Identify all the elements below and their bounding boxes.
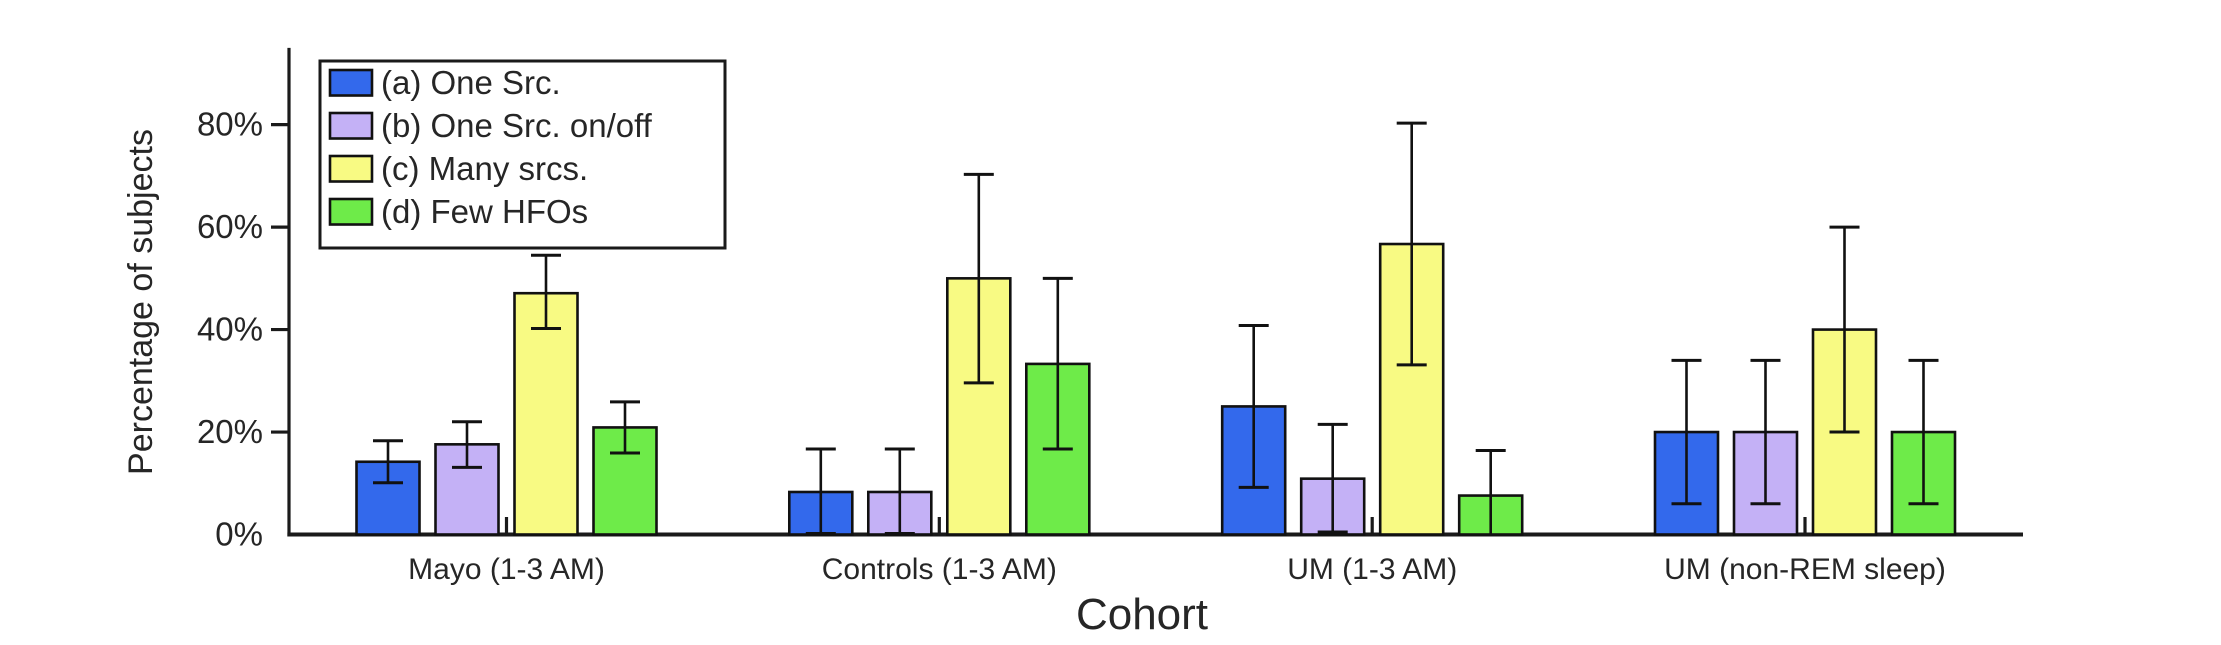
legend-label-a-one-src: (a) One Src. — [381, 64, 561, 101]
plot-layer: 0% 20% 40% 60% 80% Mayo (1-3 AM) Controls (1-3… — [197, 47, 2023, 586]
bar-c-many-srcs-mayo-1-3-am — [513, 291, 579, 536]
legend: (a) One Src. (b) One Src. on/off (c) Many … — [318, 59, 727, 250]
x-category-label-controls-1-3-am: Controls (1-3 AM) — [822, 553, 1057, 586]
y-tick-label-60: 60% — [197, 208, 263, 245]
y-tick-label-0: 0% — [215, 516, 263, 553]
legend-label-b-one-src-on-off: (b) One Src. on/off — [381, 107, 653, 144]
y-axis-title: Percentage of subjects — [122, 129, 160, 475]
legend-swatch-b-one-src-on-off — [328, 111, 374, 140]
legend-box — [318, 59, 727, 250]
y-tick-label-20: 20% — [197, 413, 263, 450]
x-category-label-mayo-1-3-am: Mayo (1-3 AM) — [408, 553, 605, 586]
legend-label-c-many-srcs: (c) Many srcs. — [381, 150, 588, 187]
legend-swatch-c-many-srcs — [328, 154, 374, 183]
legend-swatch-a-one-src — [328, 68, 374, 97]
x-category-label-um-1-3-am: UM (1-3 AM) — [1287, 553, 1457, 586]
legend-swatch-d-few-hfos — [328, 197, 374, 226]
y-tick-label-80: 80% — [197, 106, 263, 143]
x-axis-title: Cohort — [1076, 590, 1208, 639]
legend-label-d-few-hfos: (d) Few HFOs — [381, 193, 588, 230]
x-category-label-um-non-rem-sleep: UM (non-REM sleep) — [1664, 553, 1946, 586]
y-tick-label-40: 40% — [197, 311, 263, 348]
